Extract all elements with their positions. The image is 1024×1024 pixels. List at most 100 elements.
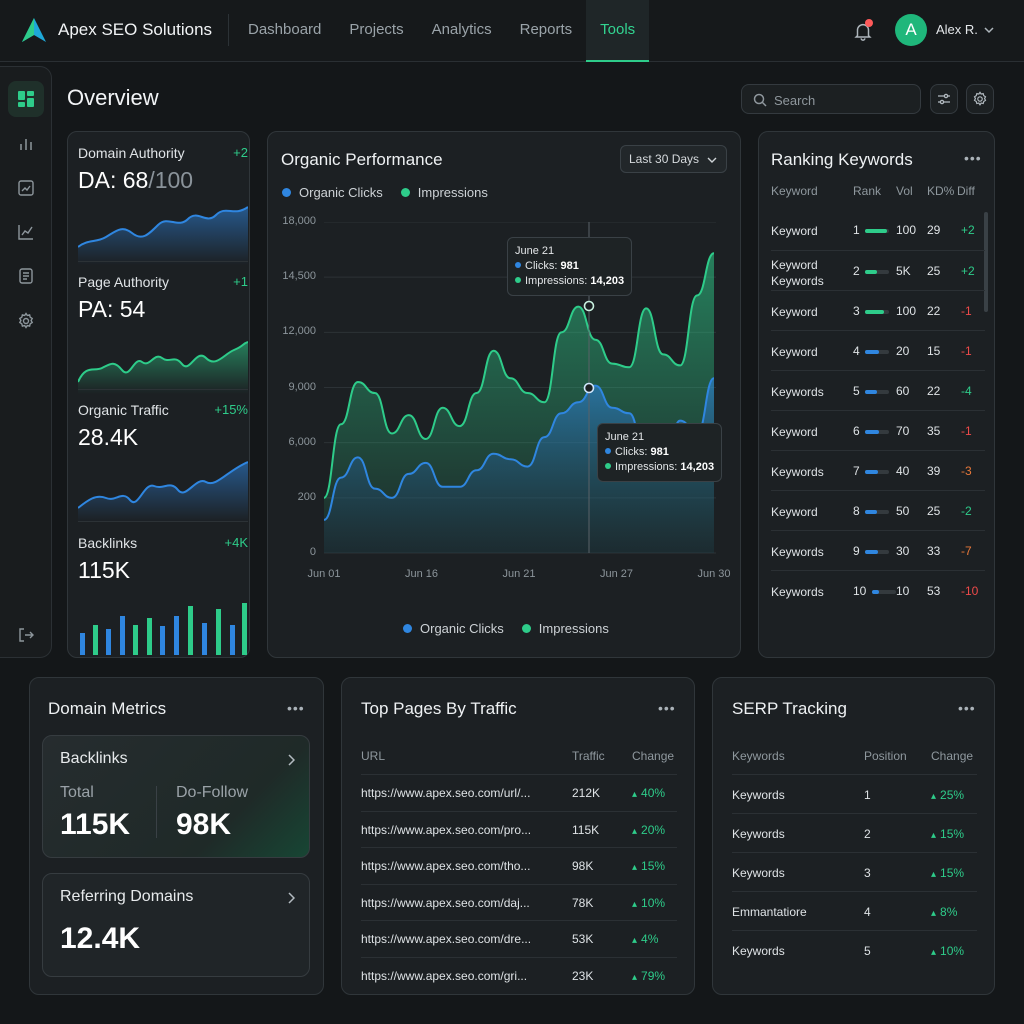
referring-domains-summary[interactable]: Referring Domains 12.4K	[42, 873, 310, 977]
page-url-link[interactable]: https://www.apex.seo.com/gri...	[361, 968, 528, 983]
ranking-row[interactable]: Keyword 3 100 22 -1	[771, 290, 985, 330]
stat-delta: +2	[233, 145, 248, 160]
stat-organic-traffic[interactable]: Organic Traffic +15% 28.4K	[78, 402, 248, 526]
more-options-icon[interactable]: •••	[658, 700, 676, 716]
page-url-link[interactable]: https://www.apex.seo.com/pro...	[361, 822, 532, 837]
table-row[interactable]: Keywords 2 15%	[732, 813, 977, 852]
stat-domain-authority[interactable]: Domain Authority +2 DA: 68/100	[78, 145, 248, 269]
ranking-row[interactable]: Keyword 1 100 29 +2	[771, 210, 985, 250]
chevron-down-icon[interactable]	[983, 25, 995, 35]
ranking-row[interactable]: Keywords 9 30 33 -7	[771, 530, 985, 570]
table-row[interactable]: https://www.apex.seo.com/dre... 53K 4%	[361, 920, 677, 957]
date-range-dropdown[interactable]: Last 30 Days	[620, 145, 727, 173]
sidebar-item-documents[interactable]	[8, 258, 44, 294]
stat-label: Page Authority	[78, 274, 170, 290]
avatar[interactable]: A	[895, 14, 927, 46]
ranking-row[interactable]: Keywords 10 10 53 -10	[771, 570, 985, 610]
search-input[interactable]	[774, 91, 914, 109]
impressions-line[interactable]	[324, 252, 715, 499]
stat-page-authority[interactable]: Page Authority +1 PA: 54	[78, 274, 248, 398]
ranking-row[interactable]: Keywords 7 40 39 -3	[771, 450, 985, 490]
nav-projects[interactable]: Projects	[349, 21, 404, 38]
page-url-link[interactable]: https://www.apex.seo.com/tho...	[361, 859, 531, 873]
total-label: Total	[60, 784, 94, 801]
ranking-title: Ranking Keywords	[771, 150, 913, 169]
col-diff[interactable]: Diff	[957, 184, 975, 198]
table-row[interactable]: https://www.apex.seo.com/gri... 23K 79%	[361, 956, 677, 994]
date-range-value: Last 30 Days	[629, 152, 700, 166]
more-options-icon[interactable]: •••	[958, 700, 976, 716]
nav-tools[interactable]: Tools	[586, 0, 650, 62]
sparkline-page-authority	[78, 341, 248, 394]
table-row[interactable]: Keywords 5 10%	[732, 930, 977, 969]
sidebar-item-logout[interactable]	[8, 617, 44, 653]
page-url-link[interactable]: https://www.apex.seo.com/url/...	[361, 786, 531, 800]
user-name[interactable]: Alex R.	[936, 22, 978, 37]
more-options-icon[interactable]: •••	[964, 150, 982, 166]
nav-analytics[interactable]: Analytics	[431, 21, 492, 38]
ranking-row[interactable]: Keyword 4 20 15 -1	[771, 330, 985, 370]
serp-tracking-card: SERP Tracking ••• Keywords Position Chan…	[712, 677, 995, 995]
page-url-link[interactable]: https://www.apex.seo.com/daj...	[361, 895, 530, 910]
rank-bar-fill	[865, 510, 877, 514]
col-change[interactable]: Change	[632, 749, 675, 763]
nav-reports[interactable]: Reports	[519, 21, 573, 38]
stat-value-main: DA: 68	[78, 167, 149, 193]
table-row[interactable]: Emmantatiore 4 8%	[732, 891, 977, 930]
page-url-link[interactable]: https://www.apex.seo.com/dre...	[361, 932, 532, 946]
brand-name[interactable]: Apex SEO Solutions	[58, 20, 213, 39]
ranking-row[interactable]: Keywords 5 60 22 -4	[771, 370, 985, 410]
col-rank[interactable]: Rank	[853, 184, 882, 198]
col-change[interactable]: Change	[931, 749, 974, 763]
chart-legend-bottom: Organic Clicks Impressions	[403, 621, 609, 636]
keyword-text: Keyword Keywords	[771, 258, 824, 288]
stat-backlinks[interactable]: Backlinks +4K 115K	[78, 535, 248, 659]
col-keywords[interactable]: Keywords	[732, 749, 785, 763]
diff-value: -7	[961, 544, 972, 558]
filter-button[interactable]	[930, 84, 958, 114]
table-row[interactable]: https://www.apex.seo.com/pro... 115K 20%	[361, 810, 677, 848]
dofollow-value: 98K	[176, 808, 232, 841]
table-row[interactable]: https://www.apex.seo.com/tho... 98K 15%	[361, 847, 677, 884]
col-position[interactable]: Position	[864, 749, 907, 763]
col-url[interactable]: URL	[361, 749, 386, 763]
backlinks-summary[interactable]: Backlinks Total 115K Do-Follow 98K	[42, 735, 310, 858]
settings-button[interactable]	[966, 84, 994, 114]
rank-bar-fill	[872, 590, 880, 594]
sidebar-item-analytics[interactable]	[8, 126, 44, 162]
kd-value: 53	[927, 584, 941, 598]
keyword-text: Keywords	[771, 545, 824, 559]
gear-icon	[973, 91, 987, 106]
table-row[interactable]: https://www.apex.seo.com/url/... 212K 40%	[361, 774, 677, 811]
kd-value: 25	[927, 264, 941, 278]
search-box[interactable]	[741, 84, 921, 114]
rank-value: 5	[853, 384, 860, 398]
serp-keyword: Keywords	[732, 866, 785, 880]
sidebar-item-reports[interactable]	[8, 170, 44, 206]
keyword-text: Keyword	[771, 305, 818, 319]
ranking-row[interactable]: Keyword Keywords 2 5K 25 +2	[771, 250, 985, 290]
sidebar-item-overview[interactable]	[8, 81, 44, 117]
col-kd[interactable]: KD%	[927, 184, 955, 198]
scrollbar[interactable]	[984, 212, 988, 312]
impressions-hover-point[interactable]	[583, 300, 595, 312]
more-options-icon[interactable]: •••	[287, 700, 305, 716]
table-row[interactable]: Keywords 3 15%	[732, 852, 977, 891]
sidebar-item-settings[interactable]	[8, 303, 44, 339]
col-keyword[interactable]: Keyword	[771, 184, 818, 198]
serp-change: 8%	[931, 905, 957, 919]
nav-dashboard[interactable]: Dashboard	[248, 21, 322, 38]
table-row[interactable]: Keywords 1 25%	[732, 774, 977, 813]
clicks-hover-point[interactable]	[583, 382, 595, 394]
col-vol[interactable]: Vol	[896, 184, 913, 198]
change-value: 10%	[632, 896, 665, 910]
sidebar-item-trends[interactable]	[8, 214, 44, 250]
rank-bar	[865, 510, 889, 514]
ranking-row[interactable]: Keyword 6 70 35 -1	[771, 410, 985, 450]
logo-icon[interactable]	[20, 16, 48, 44]
table-row[interactable]: https://www.apex.seo.com/daj... 78K 10%	[361, 883, 677, 921]
col-traffic[interactable]: Traffic	[572, 749, 605, 763]
rank-bar	[865, 270, 889, 274]
ranking-row[interactable]: Keyword 8 50 25 -2	[771, 490, 985, 530]
chevron-right-icon	[288, 754, 295, 766]
